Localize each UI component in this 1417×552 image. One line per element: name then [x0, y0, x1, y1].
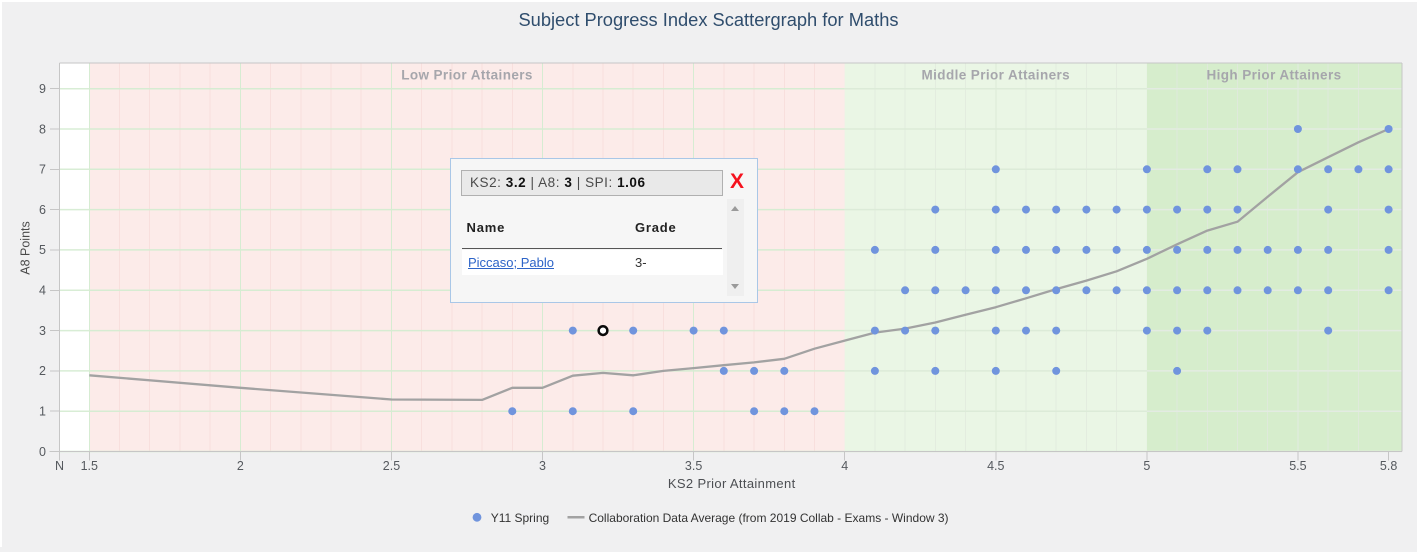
svg-text:Low Prior Attainers: Low Prior Attainers: [401, 68, 533, 83]
svg-text:0: 0: [39, 445, 46, 459]
svg-text:High Prior Attainers: High Prior Attainers: [1206, 68, 1341, 83]
svg-text:4.5: 4.5: [987, 459, 1004, 473]
svg-text:Collaboration Data Average (fr: Collaboration Data Average (from 2019 Co…: [589, 511, 949, 525]
svg-text:3: 3: [539, 459, 546, 473]
svg-text:2: 2: [39, 364, 46, 378]
svg-text:5.8: 5.8: [1380, 459, 1397, 473]
svg-text:2: 2: [237, 459, 244, 473]
svg-text:3: 3: [39, 324, 46, 338]
svg-text:A8 Points: A8 Points: [19, 221, 33, 275]
svg-text:4: 4: [39, 284, 46, 298]
svg-text:6: 6: [39, 203, 46, 217]
svg-text:4: 4: [841, 459, 848, 473]
svg-text:KS2 Prior Attainment: KS2 Prior Attainment: [668, 476, 796, 491]
svg-text:5: 5: [1143, 459, 1150, 473]
svg-text:Y11 Spring: Y11 Spring: [491, 511, 549, 525]
svg-text:3.5: 3.5: [685, 459, 702, 473]
svg-text:8: 8: [39, 122, 46, 136]
svg-text:2.5: 2.5: [383, 459, 400, 473]
svg-text:5.5: 5.5: [1289, 459, 1306, 473]
svg-text:N: N: [55, 459, 64, 473]
svg-text:1: 1: [39, 405, 46, 419]
svg-text:7: 7: [39, 163, 46, 177]
svg-text:1.5: 1.5: [81, 459, 98, 473]
svg-text:5: 5: [39, 243, 46, 257]
svg-text:Middle Prior Attainers: Middle Prior Attainers: [922, 68, 1071, 83]
svg-text:9: 9: [39, 82, 46, 96]
